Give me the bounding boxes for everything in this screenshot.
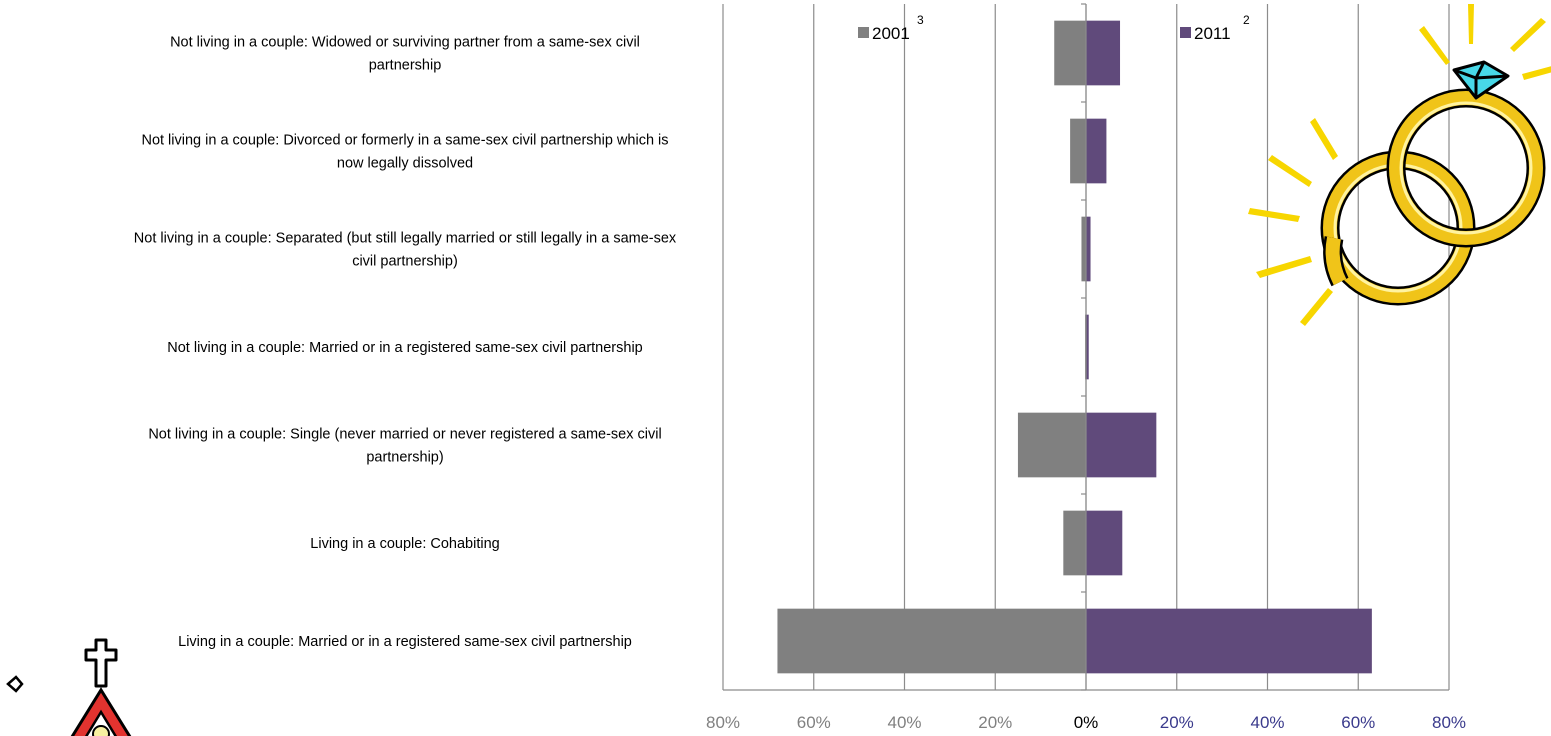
x-tick-label-6: 40% bbox=[1250, 713, 1284, 732]
church-icon bbox=[6, 638, 132, 736]
legend-swatch-2011 bbox=[1180, 27, 1191, 38]
x-tick-label-1: 60% bbox=[797, 713, 831, 732]
axes bbox=[723, 3, 1449, 691]
category-label-3-line-0: Not living in a couple: Married or in a … bbox=[167, 340, 642, 356]
category-label-0-line-1: partnership bbox=[369, 58, 442, 74]
bar-2011-2 bbox=[1086, 216, 1091, 282]
x-tick-label-4: 0% bbox=[1074, 713, 1099, 732]
category-label-1-line-0: Not living in a couple: Divorced or form… bbox=[141, 133, 668, 149]
bar-2011-5 bbox=[1086, 510, 1123, 576]
category-label-4-line-1: partnership) bbox=[366, 450, 443, 466]
bar-2001-1 bbox=[1070, 118, 1086, 184]
category-label-0-line-0: Not living in a couple: Widowed or survi… bbox=[170, 35, 640, 51]
bar-2001-5 bbox=[1063, 510, 1086, 576]
legend-sup-2001: 3 bbox=[917, 13, 924, 27]
category-label-2-line-1: civil partnership) bbox=[352, 254, 458, 270]
legend-label-2011: 2011 bbox=[1194, 24, 1231, 43]
bar-2001-4 bbox=[1017, 412, 1086, 478]
legend-sup-2011: 2 bbox=[1243, 13, 1250, 27]
category-label-6: Living in a couple: Married or in a regi… bbox=[178, 634, 632, 650]
category-label-5: Living in a couple: Cohabiting bbox=[310, 536, 499, 552]
wedding-rings-icon bbox=[1248, 4, 1551, 326]
category-label-4-line-0: Not living in a couple: Single (never ma… bbox=[148, 427, 661, 443]
bar-2001-0 bbox=[1054, 20, 1086, 86]
category-label-5-line-0: Living in a couple: Cohabiting bbox=[310, 536, 499, 552]
legend-swatch-2001 bbox=[858, 27, 869, 38]
category-label-2: Not living in a couple: Separated (but s… bbox=[134, 231, 677, 270]
category-label-3: Not living in a couple: Married or in a … bbox=[167, 340, 642, 356]
category-label-6-line-0: Living in a couple: Married or in a regi… bbox=[178, 634, 632, 650]
bar-2001-6 bbox=[777, 608, 1086, 674]
bar-2011-6 bbox=[1086, 608, 1372, 674]
bar-2011-1 bbox=[1086, 118, 1107, 184]
category-labels: Not living in a couple: Widowed or survi… bbox=[134, 35, 677, 651]
bars bbox=[777, 20, 1372, 674]
bar-2011-4 bbox=[1086, 412, 1157, 478]
category-label-2-line-0: Not living in a couple: Separated (but s… bbox=[134, 231, 677, 247]
legend-label-2001: 2001 bbox=[872, 24, 910, 43]
x-tick-label-3: 20% bbox=[978, 713, 1012, 732]
x-tick-label-8: 80% bbox=[1432, 713, 1466, 732]
category-label-1-line-1: now legally dissolved bbox=[337, 156, 473, 172]
x-tick-label-0: 80% bbox=[706, 713, 740, 732]
bar-2011-3 bbox=[1086, 314, 1089, 380]
category-label-0: Not living in a couple: Widowed or survi… bbox=[170, 35, 640, 74]
x-tick-labels: 80% 60% 40% 20% 0% 20% 40% 60% 80% bbox=[706, 713, 1466, 732]
x-tick-label-2: 40% bbox=[887, 713, 921, 732]
x-tick-label-7: 60% bbox=[1341, 713, 1375, 732]
x-tick-label-5: 20% bbox=[1160, 713, 1194, 732]
bar-2001-2 bbox=[1081, 216, 1086, 282]
legend: 2001 3 2011 2 bbox=[858, 13, 1250, 43]
category-label-4: Not living in a couple: Single (never ma… bbox=[148, 427, 661, 466]
bar-2011-0 bbox=[1086, 20, 1121, 86]
category-label-1: Not living in a couple: Divorced or form… bbox=[141, 133, 668, 172]
